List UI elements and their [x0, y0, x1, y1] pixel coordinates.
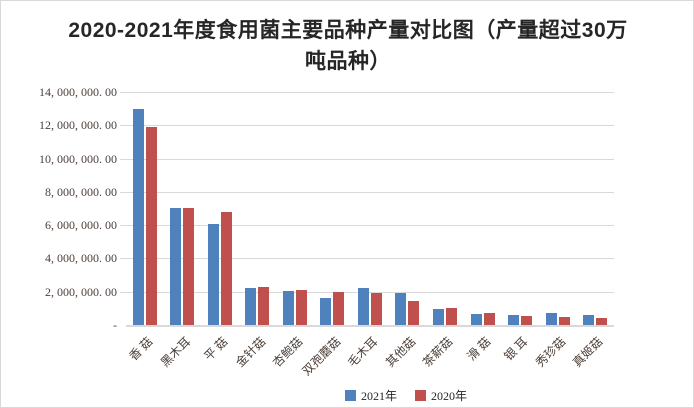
category-label: 平 菇 — [201, 334, 231, 364]
plot-area: 香 菇黑木耳平 菇金针菇 杏鲍菇 双孢蘑菇 毛木耳 其他菇 茶薪菇滑 菇银 耳秀珍菇 真姬菇 — [120, 92, 614, 378]
bar-2021年 — [470, 314, 482, 325]
y-axis-tick-label: 6, 000, 000. 00 — [45, 218, 117, 233]
category-label: 真姬菇 — [570, 334, 606, 370]
category-label: 茶薪菇 — [420, 334, 456, 370]
bar-2020年 — [333, 292, 345, 325]
bar-2021年 — [433, 309, 445, 325]
bar-group: 黑木耳 — [157, 92, 202, 370]
category-label: 香 菇 — [126, 334, 156, 364]
y-axis-tick-label: 2, 000, 000. 00 — [45, 284, 117, 299]
bar-2021年 — [282, 291, 294, 325]
y-axis: 14, 000, 000. 00 12, 000, 000. 00 10, 000,… — [1, 85, 117, 332]
legend-swatch-2020-icon — [415, 390, 426, 401]
bar-2021年 — [545, 313, 557, 325]
bar-groups: 香 菇黑木耳平 菇金针菇 杏鲍菇 双孢蘑菇 毛木耳 其他菇 茶薪菇滑 菇银 耳秀珍菇 真姬菇 — [126, 92, 614, 378]
gridline — [120, 191, 614, 193]
y-axis-tick-label: 12, 000, 000. 00 — [39, 118, 117, 133]
legend-item-2020: 2020年 — [415, 387, 467, 404]
y-axis-tick-label: 10, 000, 000. 00 — [39, 151, 117, 166]
bar-2020年 — [596, 318, 608, 325]
category-label: 黑木耳 — [157, 334, 193, 370]
bar-2020年 — [220, 212, 232, 325]
bar-2020年 — [521, 316, 533, 325]
bar-group: 毛木耳 — [345, 92, 389, 370]
legend-label-2021: 2021年 — [360, 389, 397, 403]
bar-2021年 — [245, 288, 257, 325]
chart-title: 2020-2021年度食用菌主要品种产量对比图（产量超过30万吨品种） — [68, 19, 628, 73]
bar-2020年 — [446, 308, 458, 325]
bar-group: 双孢蘑菇 — [299, 92, 352, 378]
bar-group: 香 菇 — [126, 92, 164, 363]
bar-2020年 — [370, 293, 382, 325]
y-axis-tick-label: 14, 000, 000. 00 — [39, 85, 117, 99]
bar-2021年 — [320, 298, 332, 325]
y-axis-tick-label: 8, 000, 000. 00 — [45, 184, 117, 199]
legend-label-2020: 2020年 — [431, 389, 468, 403]
category-label: 其他菇 — [382, 334, 419, 370]
bar-group: 银 耳 — [501, 92, 539, 363]
bar-group: 金针菇 — [233, 92, 277, 370]
bar-2020年 — [258, 287, 270, 325]
bar-2020年 — [145, 127, 157, 325]
bar-2021年 — [170, 208, 182, 325]
y-axis-tick-label: 4, 000, 000. 00 — [45, 251, 117, 266]
bar-2020年 — [558, 317, 570, 325]
bar-2021年 — [132, 109, 144, 325]
category-label: 金针菇 — [232, 334, 268, 370]
category-label: 毛木耳 — [345, 334, 381, 370]
legend: 2021年 2020年 — [126, 387, 686, 404]
bar-group: 其他菇 — [383, 92, 427, 370]
gridline — [120, 125, 614, 127]
gridline — [120, 92, 614, 93]
bar-2021年 — [207, 224, 219, 325]
legend-item-2021: 2021年 — [344, 387, 397, 404]
bar-2021年 — [583, 315, 595, 325]
bar-group: 杏鲍菇 — [270, 92, 314, 370]
category-label: 秀珍菇 — [532, 334, 569, 370]
bar-2020年 — [295, 290, 307, 325]
bar-2021年 — [508, 315, 520, 325]
bar-group: 滑 菇 — [464, 92, 502, 363]
gridline — [120, 258, 614, 260]
category-label: 银 耳 — [501, 334, 531, 364]
bar-2020年 — [183, 208, 195, 325]
category-label: 滑 菇 — [464, 334, 494, 364]
gridline — [120, 158, 614, 160]
bar-group: 真姬菇 — [570, 92, 614, 370]
legend-swatch-2021-icon — [344, 390, 356, 401]
gridline — [120, 225, 614, 227]
bar-2021年 — [357, 288, 369, 325]
bar-group: 平 菇 — [201, 92, 239, 363]
bar-2020年 — [483, 313, 495, 325]
y-axis-tick-label: - — [113, 318, 117, 332]
bar-2021年 — [395, 293, 407, 325]
bar-group: 茶薪菇 — [420, 92, 464, 370]
bar-group: 秀珍菇 — [533, 92, 577, 370]
category-label: 双孢蘑菇 — [299, 334, 343, 379]
bar-2020年 — [408, 301, 420, 325]
